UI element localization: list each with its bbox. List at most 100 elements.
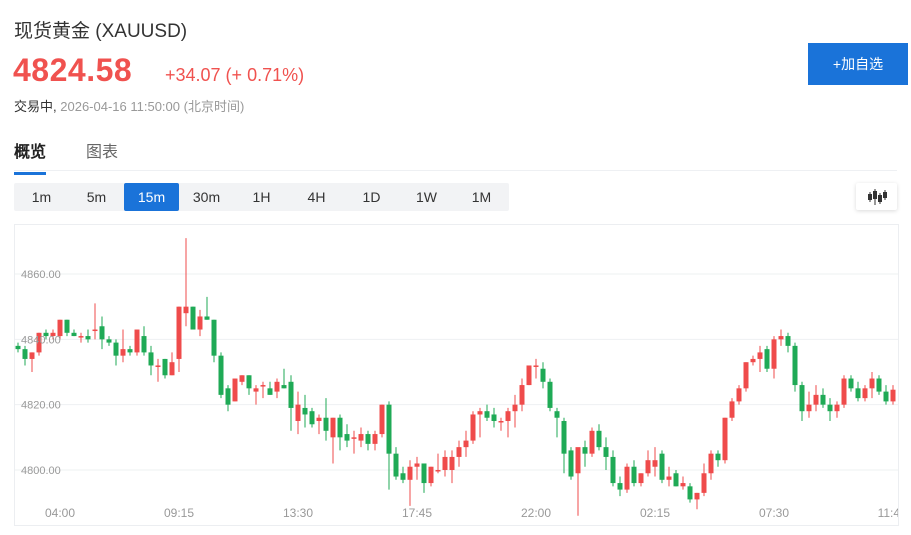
candle-down — [393, 453, 399, 477]
x-tick-label: 02:15 — [640, 506, 670, 520]
candle-up — [680, 483, 686, 487]
candle-up — [29, 352, 35, 359]
candle-down — [687, 486, 693, 500]
candle-down — [785, 336, 791, 346]
candle-up — [330, 417, 336, 438]
interval-15m[interactable]: 15m — [124, 183, 179, 211]
candle-up — [449, 456, 455, 470]
candle-down — [631, 466, 637, 484]
candle-down — [281, 385, 287, 389]
y-tick-label: 4840.00 — [21, 334, 61, 346]
candle-up — [50, 332, 56, 337]
candle-down — [484, 411, 490, 418]
interval-4h[interactable]: 4H — [307, 189, 326, 205]
candle-up — [841, 378, 847, 405]
candle-up — [379, 404, 385, 435]
candle-down — [148, 352, 154, 366]
candle-up — [239, 375, 245, 382]
candle-down — [141, 336, 147, 353]
x-tick-label: 22:00 — [521, 506, 551, 520]
candle-up — [57, 319, 63, 337]
candle-up — [750, 358, 756, 363]
candle-down — [848, 378, 854, 389]
candle-down — [246, 375, 252, 389]
interval-1d[interactable]: 1D — [362, 189, 381, 205]
interval-30m[interactable]: 30m — [192, 189, 221, 205]
chart-type-button[interactable] — [856, 183, 897, 210]
candle-down — [344, 434, 350, 441]
trading-status: 交易中, 2026-04-16 11:50:00 (北京时间) — [14, 96, 244, 115]
candle-up — [645, 460, 651, 474]
interval-1h[interactable]: 1H — [252, 189, 271, 205]
candle-down — [323, 417, 329, 431]
candle-down — [799, 385, 805, 412]
candle-up — [771, 339, 777, 369]
candle-down — [883, 391, 889, 402]
x-tick-label: 11:4 — [878, 506, 898, 520]
timestamp: 2026-04-16 11:50:00 (北京时间) — [60, 99, 245, 114]
y-tick-label: 4820.00 — [21, 400, 61, 412]
candle-down — [288, 381, 294, 408]
instrument-title: 现货黄金 (XAUUSD) — [14, 21, 188, 42]
candlestick-chart[interactable]: 4800.00 4820.00 4840.00 4860.00 04:00 09:15 13… — [14, 224, 900, 526]
candle-up — [638, 473, 644, 484]
tab-overview[interactable]: 概览 — [14, 138, 47, 175]
tab-chart[interactable]: 图表 — [86, 144, 119, 161]
candle-up — [694, 492, 700, 500]
candle-up — [372, 434, 378, 444]
x-tick-label: 04:00 — [45, 506, 75, 520]
candle-up — [757, 352, 763, 359]
candle-down — [876, 378, 882, 392]
candle-down — [113, 342, 119, 356]
candle-up — [512, 404, 518, 412]
candle-up — [442, 456, 448, 470]
candle-down — [764, 349, 770, 369]
candle-up — [463, 440, 469, 448]
candle-down — [715, 453, 721, 461]
candle-up — [869, 378, 875, 389]
interval-5m[interactable]: 5m — [86, 189, 107, 205]
candle-up — [78, 336, 84, 338]
candle-up — [575, 447, 581, 474]
candle-up — [729, 401, 735, 418]
interval-1w[interactable]: 1W — [416, 189, 437, 205]
chart-canvas: 4800.00 4820.00 4840.00 4860.00 04:00 09:15 13… — [15, 238, 900, 520]
candle-down — [568, 450, 574, 477]
candle-down — [337, 417, 343, 438]
add-to-watchlist-button[interactable]: +加自选 — [808, 43, 908, 85]
candle-up — [197, 316, 203, 330]
candle-down — [225, 388, 231, 405]
x-tick-label: 09:15 — [164, 506, 194, 520]
interval-selector: 1m 5m 15m 30m 1H 4H 1D 1W 1M — [14, 183, 509, 211]
candle-up — [92, 329, 98, 332]
candle-down — [582, 447, 588, 454]
candle-down — [673, 473, 679, 487]
candle-up — [351, 437, 357, 439]
candle-down — [106, 339, 112, 343]
candle-up — [519, 385, 525, 405]
candle-up — [666, 476, 672, 480]
candle-up — [505, 411, 511, 421]
candle-up — [134, 329, 140, 353]
candle-down — [218, 355, 224, 395]
candle-up — [624, 466, 630, 490]
candle-down — [610, 456, 616, 484]
candle-up — [778, 336, 784, 340]
candle-up — [120, 349, 126, 356]
candle-down — [547, 381, 553, 408]
candle-down — [85, 336, 91, 340]
interval-1mo[interactable]: 1M — [471, 189, 492, 205]
candle-up — [316, 417, 322, 421]
candle-up — [862, 388, 868, 399]
candle-down — [302, 407, 308, 415]
candle-up — [169, 362, 175, 376]
candle-up — [36, 332, 42, 353]
interval-1m[interactable]: 1m — [31, 189, 52, 205]
candle-up — [407, 466, 413, 480]
candle-up — [652, 460, 658, 467]
candle-down — [365, 434, 371, 444]
candle-down — [204, 316, 210, 320]
candle-down — [64, 319, 70, 333]
candle-up — [414, 463, 420, 467]
candle-down — [421, 463, 427, 484]
